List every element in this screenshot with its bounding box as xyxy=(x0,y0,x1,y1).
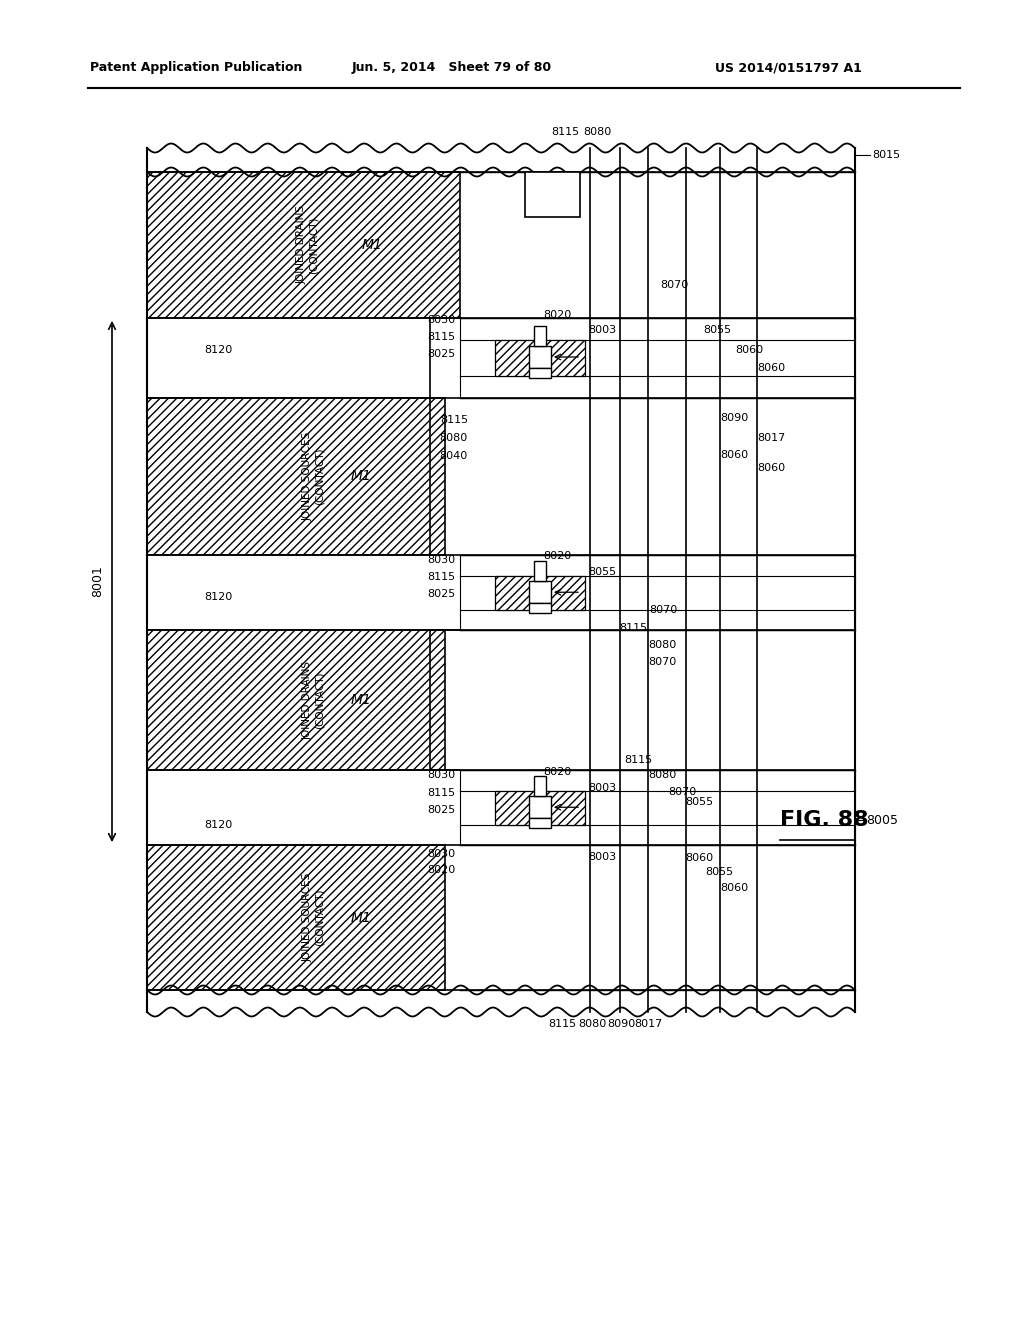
Text: 8115: 8115 xyxy=(618,623,647,634)
Text: 8080: 8080 xyxy=(648,770,676,780)
Text: 8017: 8017 xyxy=(634,1019,663,1030)
Text: Jun. 5, 2014   Sheet 79 of 80: Jun. 5, 2014 Sheet 79 of 80 xyxy=(352,62,552,74)
Text: 8015: 8015 xyxy=(872,150,900,160)
Text: 8115: 8115 xyxy=(427,333,455,342)
Text: 8025: 8025 xyxy=(427,805,455,814)
Bar xyxy=(460,318,855,399)
Text: M1: M1 xyxy=(351,911,372,924)
Text: 8115: 8115 xyxy=(624,755,652,766)
Bar xyxy=(147,630,445,770)
Text: 8115: 8115 xyxy=(427,572,455,582)
Text: 8080: 8080 xyxy=(648,640,676,649)
Bar xyxy=(534,326,546,346)
Bar xyxy=(147,845,445,990)
Text: 8055: 8055 xyxy=(703,325,731,335)
Text: 8120: 8120 xyxy=(204,591,232,602)
Text: 8070: 8070 xyxy=(648,657,676,667)
Text: 8005: 8005 xyxy=(866,813,898,826)
Text: 8060: 8060 xyxy=(757,363,785,374)
Bar xyxy=(147,399,445,554)
Bar xyxy=(529,368,551,378)
Text: 8060: 8060 xyxy=(720,450,749,459)
Text: 8070: 8070 xyxy=(668,787,696,797)
Bar xyxy=(534,561,546,581)
Text: 8115: 8115 xyxy=(548,1019,577,1030)
Text: 8060: 8060 xyxy=(720,883,749,894)
Text: JOINED SOURCES
(CONTACT): JOINED SOURCES (CONTACT) xyxy=(303,432,325,521)
Text: 8115: 8115 xyxy=(427,788,455,799)
Text: JOINED DRAINS
(CONTACT): JOINED DRAINS (CONTACT) xyxy=(297,206,318,285)
Text: 8055: 8055 xyxy=(588,568,616,577)
Text: 8020: 8020 xyxy=(427,865,455,875)
Text: 8055: 8055 xyxy=(685,797,713,807)
Bar xyxy=(529,796,551,818)
Text: 8120: 8120 xyxy=(204,345,232,355)
Text: 8040: 8040 xyxy=(439,451,468,461)
Text: JOINED SOURCES
(CONTACT): JOINED SOURCES (CONTACT) xyxy=(303,873,325,962)
Bar xyxy=(460,770,855,845)
Bar xyxy=(545,791,585,825)
Text: 8060: 8060 xyxy=(685,853,713,863)
Text: Patent Application Publication: Patent Application Publication xyxy=(90,62,302,74)
Text: 8030: 8030 xyxy=(427,849,455,859)
Text: 8001: 8001 xyxy=(91,565,104,598)
Text: M1: M1 xyxy=(351,470,372,483)
Text: JOINED DRAINS
(CONTACT): JOINED DRAINS (CONTACT) xyxy=(303,660,325,739)
Bar xyxy=(525,172,580,216)
Bar xyxy=(529,818,551,828)
Text: 8020: 8020 xyxy=(543,767,571,777)
Text: 8080: 8080 xyxy=(439,433,468,444)
Text: 8070: 8070 xyxy=(660,280,688,290)
Text: 8017: 8017 xyxy=(757,433,785,444)
Text: 8115: 8115 xyxy=(551,127,579,137)
Text: 8030: 8030 xyxy=(427,770,455,780)
Text: 8003: 8003 xyxy=(588,851,616,862)
Bar xyxy=(529,603,551,614)
Bar xyxy=(460,554,855,630)
Bar xyxy=(495,576,535,610)
Bar xyxy=(534,776,546,796)
Text: 8020: 8020 xyxy=(543,310,571,319)
Text: 8030: 8030 xyxy=(427,315,455,325)
Text: 8060: 8060 xyxy=(735,345,763,355)
Text: 8055: 8055 xyxy=(705,867,733,876)
Text: 8090: 8090 xyxy=(607,1019,635,1030)
Text: 8025: 8025 xyxy=(427,589,455,599)
Text: 8020: 8020 xyxy=(543,550,571,561)
Text: 8003: 8003 xyxy=(588,325,616,335)
Bar xyxy=(495,791,535,825)
Text: 8080: 8080 xyxy=(583,127,611,137)
Text: M1: M1 xyxy=(351,693,372,708)
Bar xyxy=(545,576,585,610)
Text: 8003: 8003 xyxy=(588,783,616,793)
Text: 8060: 8060 xyxy=(757,463,785,473)
Text: M1: M1 xyxy=(361,238,383,252)
Text: 8115: 8115 xyxy=(440,414,468,425)
Bar xyxy=(147,172,460,318)
Bar xyxy=(495,341,535,376)
Text: 8080: 8080 xyxy=(578,1019,606,1030)
Text: 8025: 8025 xyxy=(427,348,455,359)
Bar xyxy=(545,341,585,376)
Text: US 2014/0151797 A1: US 2014/0151797 A1 xyxy=(715,62,862,74)
Text: 8120: 8120 xyxy=(204,820,232,830)
Text: 8090: 8090 xyxy=(720,413,749,422)
Text: 8030: 8030 xyxy=(427,554,455,565)
Bar xyxy=(529,581,551,603)
Text: FIG. 88: FIG. 88 xyxy=(780,810,868,830)
Bar xyxy=(529,346,551,368)
Text: 8070: 8070 xyxy=(649,605,677,615)
